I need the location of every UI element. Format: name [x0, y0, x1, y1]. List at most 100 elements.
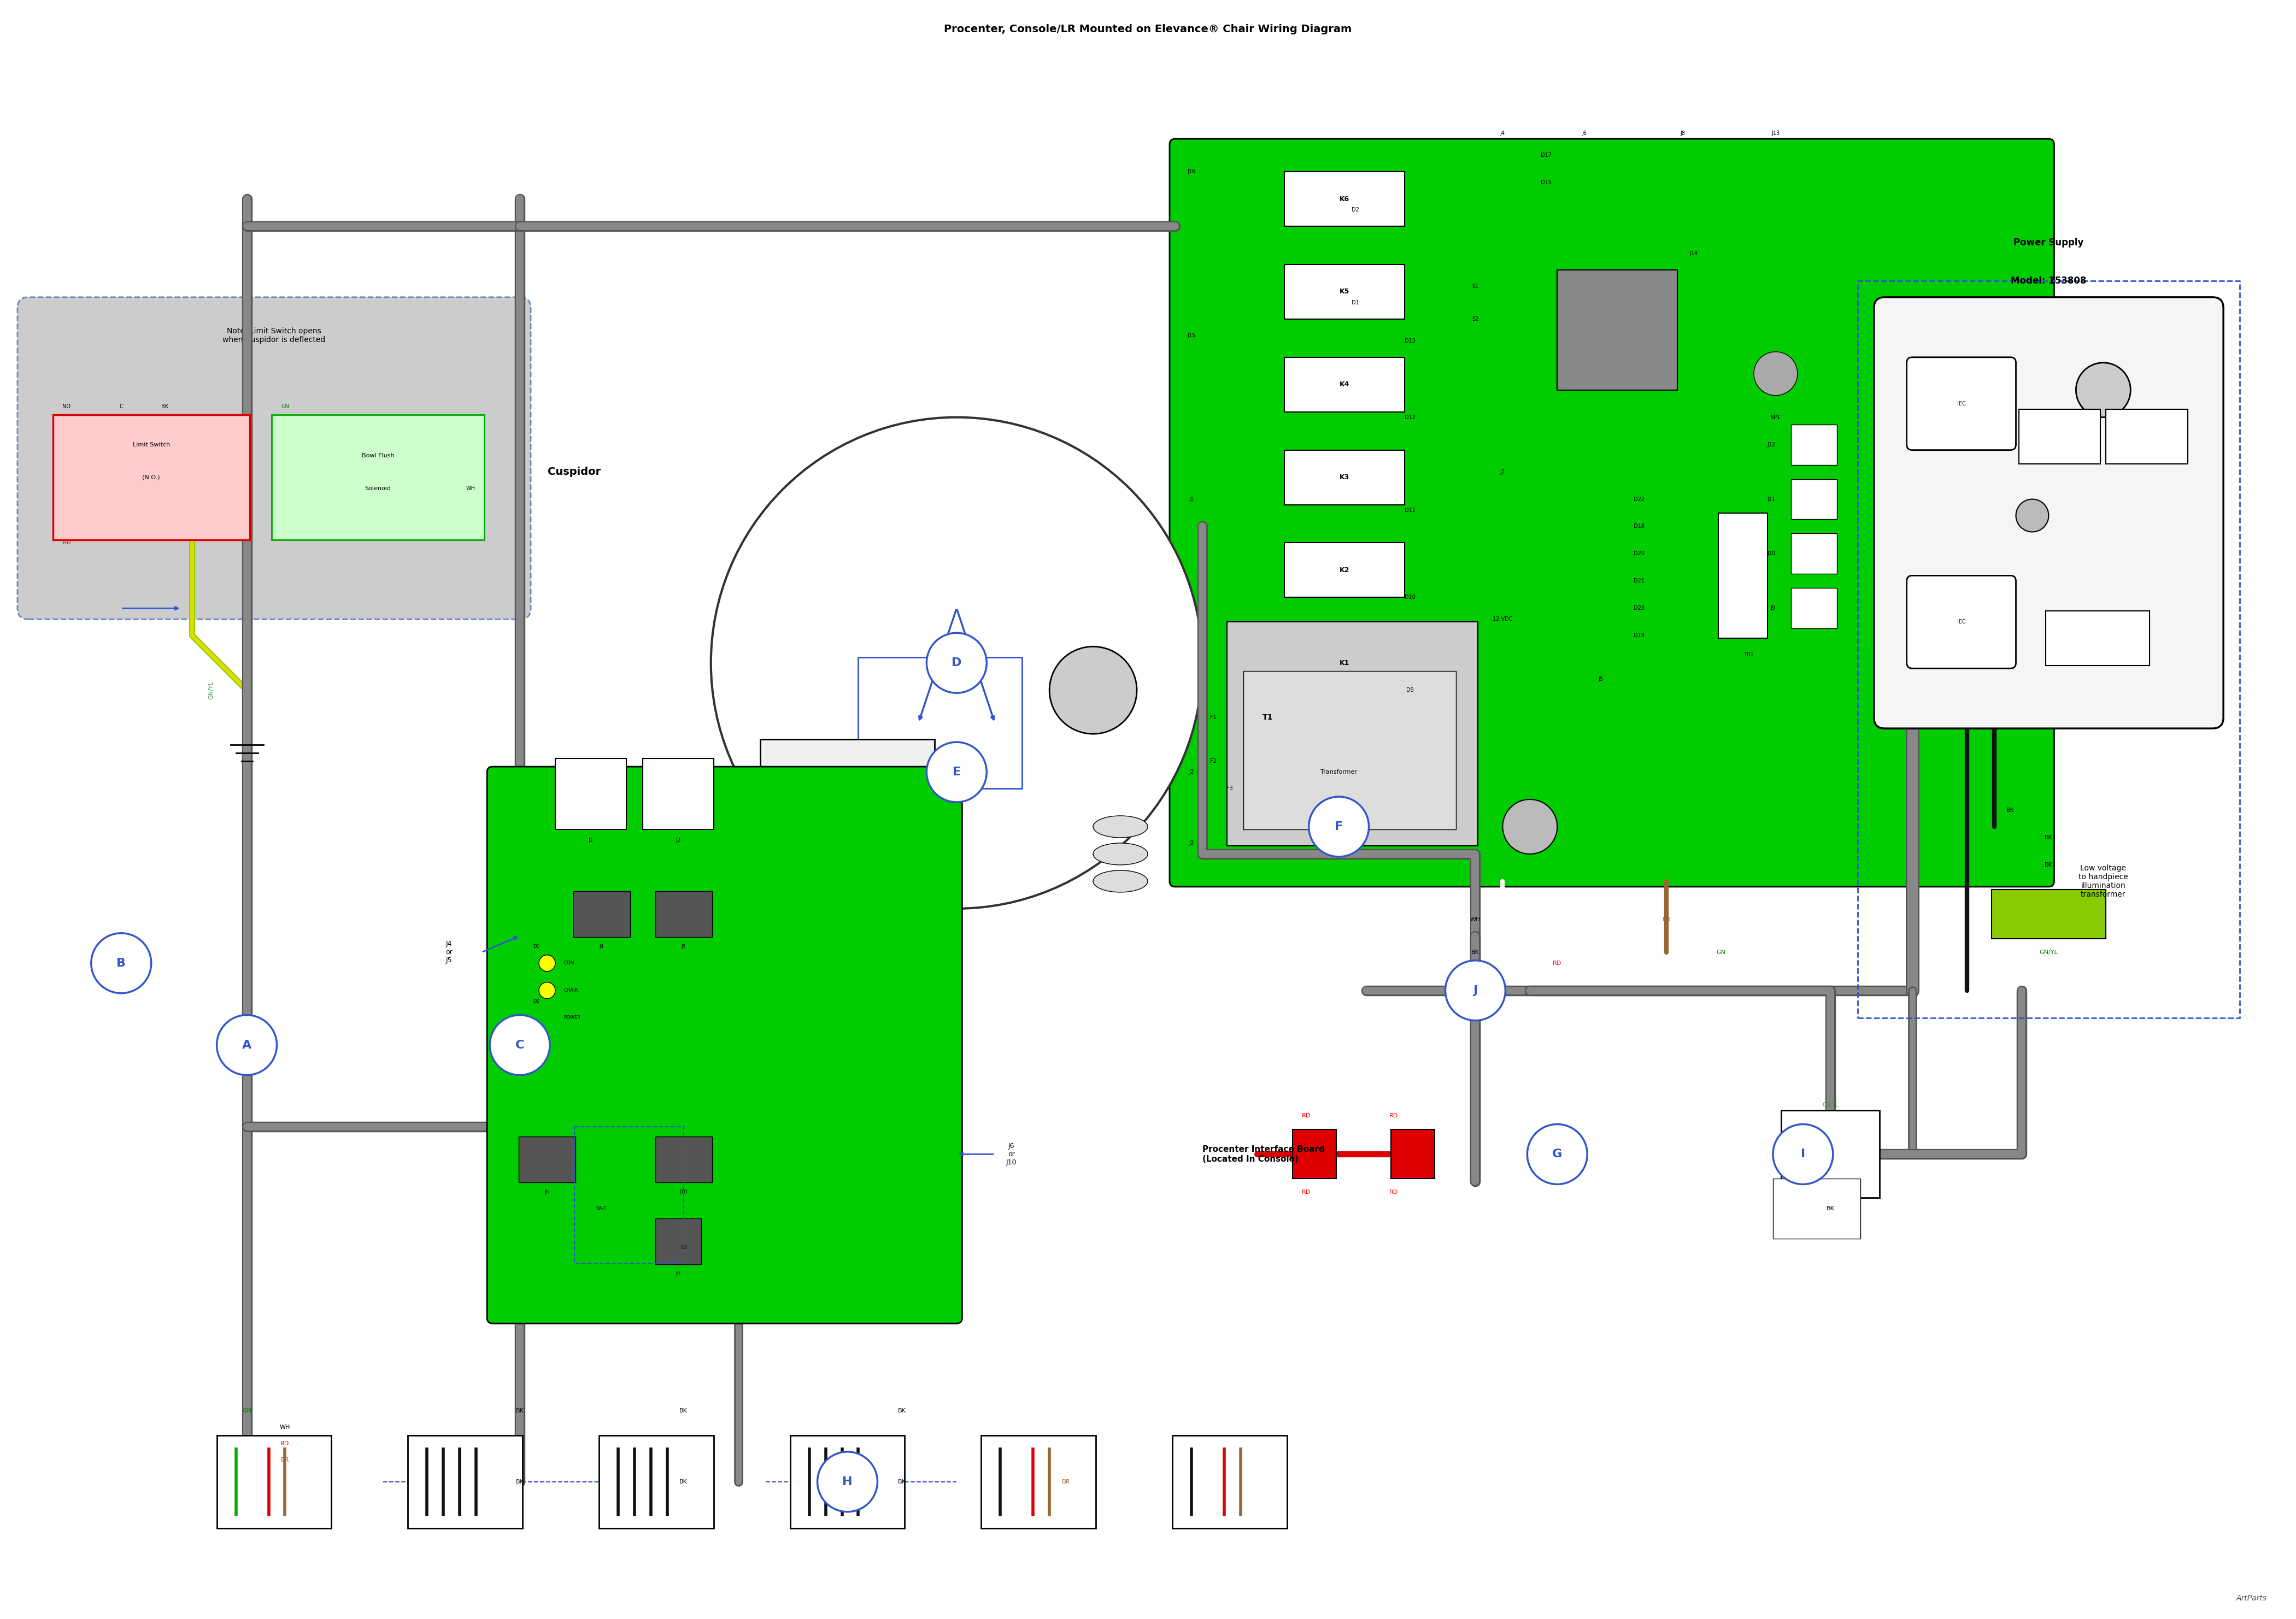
Text: Solenoid: Solenoid: [365, 486, 390, 491]
Text: BK: BK: [898, 1480, 907, 1485]
Text: J10: J10: [1768, 550, 1775, 557]
Text: GN: GN: [1717, 949, 1727, 955]
Text: J1: J1: [1189, 497, 1194, 502]
Text: GN: GN: [241, 1409, 253, 1413]
Circle shape: [1502, 800, 1557, 853]
Text: SP1: SP1: [1770, 414, 1782, 419]
Text: J6: J6: [1582, 131, 1587, 136]
Circle shape: [928, 633, 987, 693]
Text: F1: F1: [1210, 714, 1217, 720]
Text: J3: J3: [1189, 840, 1194, 845]
FancyBboxPatch shape: [1283, 172, 1405, 227]
Text: D18: D18: [1635, 523, 1644, 529]
Text: BR: BR: [1662, 916, 1671, 923]
Text: H: H: [843, 1477, 852, 1488]
FancyBboxPatch shape: [654, 1219, 700, 1264]
Text: D10: D10: [1405, 594, 1414, 601]
Text: K3: K3: [1339, 474, 1350, 481]
Text: Bowl Flush: Bowl Flush: [360, 453, 395, 458]
FancyBboxPatch shape: [654, 1137, 712, 1182]
FancyBboxPatch shape: [1173, 1436, 1288, 1528]
Ellipse shape: [1093, 816, 1148, 837]
Text: Low voltage
to handpiece
illumination
transformer: Low voltage to handpiece illumination tr…: [2078, 865, 2128, 899]
Text: D2: D2: [1352, 207, 1359, 212]
Text: J13: J13: [1773, 131, 1779, 136]
Text: G: G: [1552, 1149, 1561, 1159]
Text: F2: F2: [1210, 758, 1217, 764]
Ellipse shape: [1093, 843, 1148, 865]
Text: S1: S1: [1472, 283, 1479, 290]
FancyBboxPatch shape: [53, 414, 250, 541]
Text: D17: D17: [1541, 152, 1552, 159]
Circle shape: [540, 983, 556, 999]
Text: D9: D9: [1405, 688, 1414, 693]
Text: D19: D19: [1635, 633, 1644, 638]
FancyBboxPatch shape: [409, 1436, 523, 1528]
Text: B: B: [117, 958, 126, 968]
Text: POWER: POWER: [563, 1015, 581, 1020]
Text: WHT: WHT: [597, 1206, 606, 1211]
Text: J11: J11: [1768, 497, 1775, 502]
Text: GN: GN: [280, 403, 289, 410]
FancyBboxPatch shape: [1283, 542, 1405, 597]
FancyBboxPatch shape: [1874, 298, 2223, 729]
Text: J5: J5: [1598, 677, 1603, 682]
Text: BR: BR: [1061, 1480, 1070, 1485]
Text: Limit Switch: Limit Switch: [133, 442, 170, 447]
Circle shape: [540, 955, 556, 971]
FancyBboxPatch shape: [1169, 139, 2055, 887]
Text: GN/YL: GN/YL: [2039, 949, 2057, 955]
Text: D1: D1: [533, 944, 540, 949]
FancyBboxPatch shape: [1283, 358, 1405, 411]
FancyBboxPatch shape: [1293, 1130, 1336, 1179]
FancyBboxPatch shape: [1283, 264, 1405, 319]
Text: BR: BR: [280, 1457, 289, 1462]
Text: COM: COM: [563, 960, 574, 965]
Text: K5: K5: [1339, 288, 1350, 295]
Text: S2: S2: [1472, 316, 1479, 322]
Text: J5: J5: [682, 944, 687, 949]
Text: D11: D11: [1405, 507, 1414, 513]
Text: BK: BK: [2046, 863, 2053, 868]
Text: J2: J2: [675, 837, 680, 843]
Text: BK: BK: [1472, 949, 1479, 955]
FancyBboxPatch shape: [574, 890, 629, 937]
Circle shape: [1527, 1124, 1587, 1183]
Text: BK: BK: [898, 1409, 907, 1413]
Text: BK: BK: [1825, 1206, 1835, 1211]
Circle shape: [2016, 499, 2048, 533]
Text: D: D: [951, 657, 962, 669]
Text: RD: RD: [62, 541, 71, 546]
FancyBboxPatch shape: [1906, 358, 2016, 450]
Circle shape: [928, 742, 987, 801]
Text: D13: D13: [1405, 338, 1414, 343]
Text: IEC: IEC: [1956, 618, 1965, 625]
FancyBboxPatch shape: [2018, 410, 2101, 463]
Circle shape: [92, 933, 152, 992]
FancyBboxPatch shape: [1773, 1179, 1860, 1239]
FancyBboxPatch shape: [271, 414, 484, 541]
Circle shape: [2076, 363, 2131, 418]
FancyBboxPatch shape: [1717, 513, 1768, 638]
Text: RD: RD: [1389, 1114, 1398, 1119]
Circle shape: [489, 1015, 549, 1075]
Text: BK: BK: [2007, 808, 2014, 813]
Text: Model: 153808: Model: 153808: [2011, 275, 2087, 285]
Text: RD: RD: [280, 1441, 289, 1446]
Text: J9,
J10,
J11
or
J12: J9, J10, J11 or J12: [1874, 463, 1887, 504]
Text: J4
or
J5: J4 or J5: [445, 941, 452, 963]
Text: J9: J9: [675, 1271, 680, 1276]
Text: ArtParts: ArtParts: [2236, 1595, 2266, 1601]
Text: J2: J2: [1189, 769, 1194, 776]
Text: I: I: [1800, 1149, 1805, 1159]
Text: D1: D1: [1352, 300, 1359, 306]
Text: J12: J12: [1768, 442, 1775, 447]
Circle shape: [1773, 1124, 1832, 1183]
Text: Transformer: Transformer: [1320, 769, 1357, 776]
FancyBboxPatch shape: [1791, 534, 1837, 575]
Text: RD: RD: [1302, 1114, 1311, 1119]
FancyBboxPatch shape: [1782, 1111, 1880, 1198]
Text: D15: D15: [1541, 180, 1552, 185]
FancyBboxPatch shape: [1791, 588, 1837, 628]
Text: J14: J14: [1690, 251, 1697, 256]
